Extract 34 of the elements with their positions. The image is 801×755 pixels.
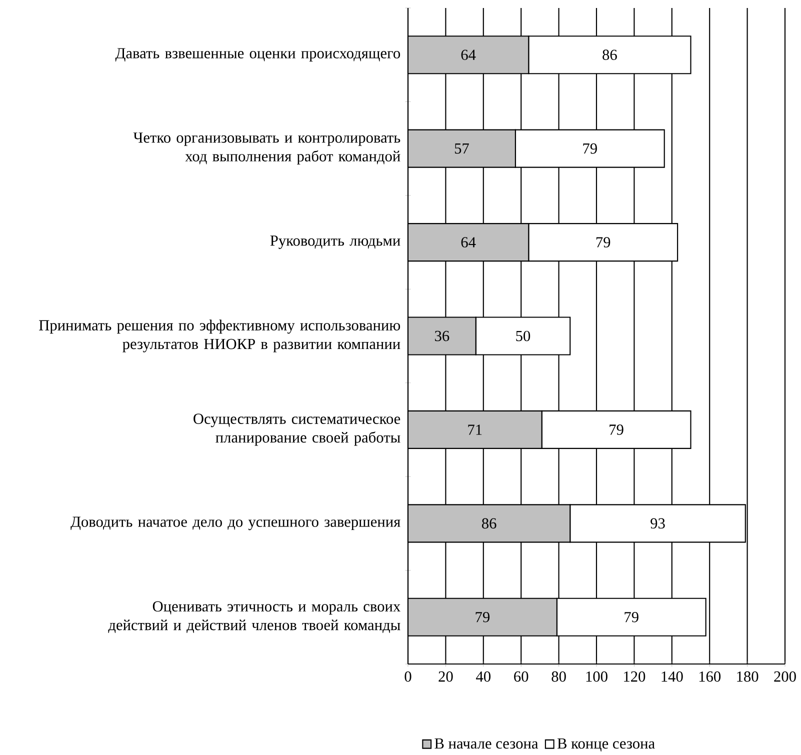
y-tick-label: Принимать решения по эффективному использованию результатов НИОКР в развитии компании: [39, 320, 400, 352]
x-tick-label: 120: [624, 671, 646, 682]
data-label: 79: [624, 612, 638, 622]
y-tick-label: Четко организовывать и контролировать ход выполнения работ командой: [133, 132, 400, 165]
y-tick-label: Доводить начатое дело до успешного завершения: [70, 516, 400, 530]
x-tick-label: 160: [699, 671, 721, 682]
y-tick-label: Оценивать этичность и мораль своих действий и действий членов твоей команды: [108, 601, 400, 634]
y-tick-label: Осуществлять систематическое планирование своей работы: [194, 414, 400, 446]
x-tick-label: 0: [404, 671, 412, 682]
data-label: 79: [596, 237, 610, 248]
y-tick-label: Давать взвешенные оценки происходящего: [115, 48, 400, 62]
data-label: 36: [435, 330, 450, 342]
legend-label: В начале сезона: [434, 738, 538, 749]
data-label: 93: [650, 518, 665, 529]
x-tick-label: 20: [438, 671, 453, 682]
data-label: 64: [461, 237, 476, 248]
x-tick-label: 40: [476, 671, 490, 682]
x-tick-label: 200: [774, 671, 796, 682]
data-label: 64: [461, 50, 476, 60]
x-tick-label: 100: [586, 671, 608, 682]
x-tick-label: 60: [514, 671, 528, 682]
data-label: 57: [454, 143, 469, 154]
legend-label: В конце сезона: [557, 738, 655, 752]
x-tick-label: 140: [662, 671, 683, 682]
data-label: 50: [516, 330, 530, 342]
data-label: 86: [482, 518, 496, 529]
data-label: 79: [476, 612, 490, 622]
x-tick-label: 180: [737, 671, 758, 682]
x-tick-label: 80: [552, 671, 566, 682]
y-tick-label: Руководить людьми: [270, 236, 400, 249]
data-label: 86: [602, 50, 617, 60]
data-label: 71: [468, 424, 482, 435]
data-label: 79: [583, 143, 597, 154]
data-label: 79: [610, 424, 624, 435]
